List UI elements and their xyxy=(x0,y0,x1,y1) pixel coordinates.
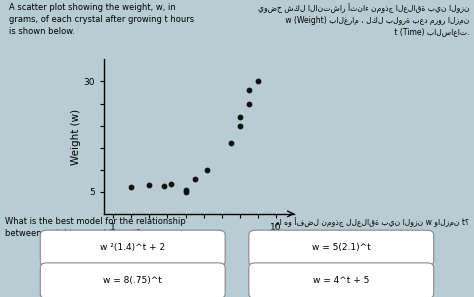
Point xyxy=(245,101,253,106)
Point xyxy=(191,176,198,181)
Text: w = 4^t + 5: w = 4^t + 5 xyxy=(313,276,369,285)
Text: w = 5(2.1)^t: w = 5(2.1)^t xyxy=(312,244,371,252)
Text: w = 8(.75)^t: w = 8(.75)^t xyxy=(103,276,162,285)
Point xyxy=(160,184,168,189)
Point xyxy=(182,187,189,192)
Text: ما هو أفضل نموذج للعلاقة بين الوزن w والزمن t؟: ما هو أفضل نموذج للعلاقة بين الوزن w وال… xyxy=(275,217,469,227)
Point xyxy=(203,167,211,172)
Text: A scatter plot showing the weight, w, in
grams, of each crystal after growing t : A scatter plot showing the weight, w, in… xyxy=(9,3,195,36)
Text: w ²(1.4)^t + 2: w ²(1.4)^t + 2 xyxy=(100,244,165,252)
Point xyxy=(128,185,135,190)
Point xyxy=(227,141,235,146)
Text: يوضح شكل الانتشار أثناء نموذج العلاقة بين الوزن
 w (Weight) بالغرام ، لكل بلورة : يوضح شكل الانتشار أثناء نموذج العلاقة بي… xyxy=(258,3,469,37)
Point xyxy=(146,183,153,187)
Point xyxy=(236,114,244,119)
Point xyxy=(245,88,253,93)
Point xyxy=(254,79,262,84)
Y-axis label: Weight (w): Weight (w) xyxy=(71,109,81,165)
Point xyxy=(167,181,175,186)
X-axis label: Time (t): Time (t) xyxy=(179,235,219,245)
Point xyxy=(182,189,189,194)
Point xyxy=(236,123,244,128)
Text: What is the best model for the relationship
between weight, w, and time, t?: What is the best model for the relations… xyxy=(5,217,185,238)
